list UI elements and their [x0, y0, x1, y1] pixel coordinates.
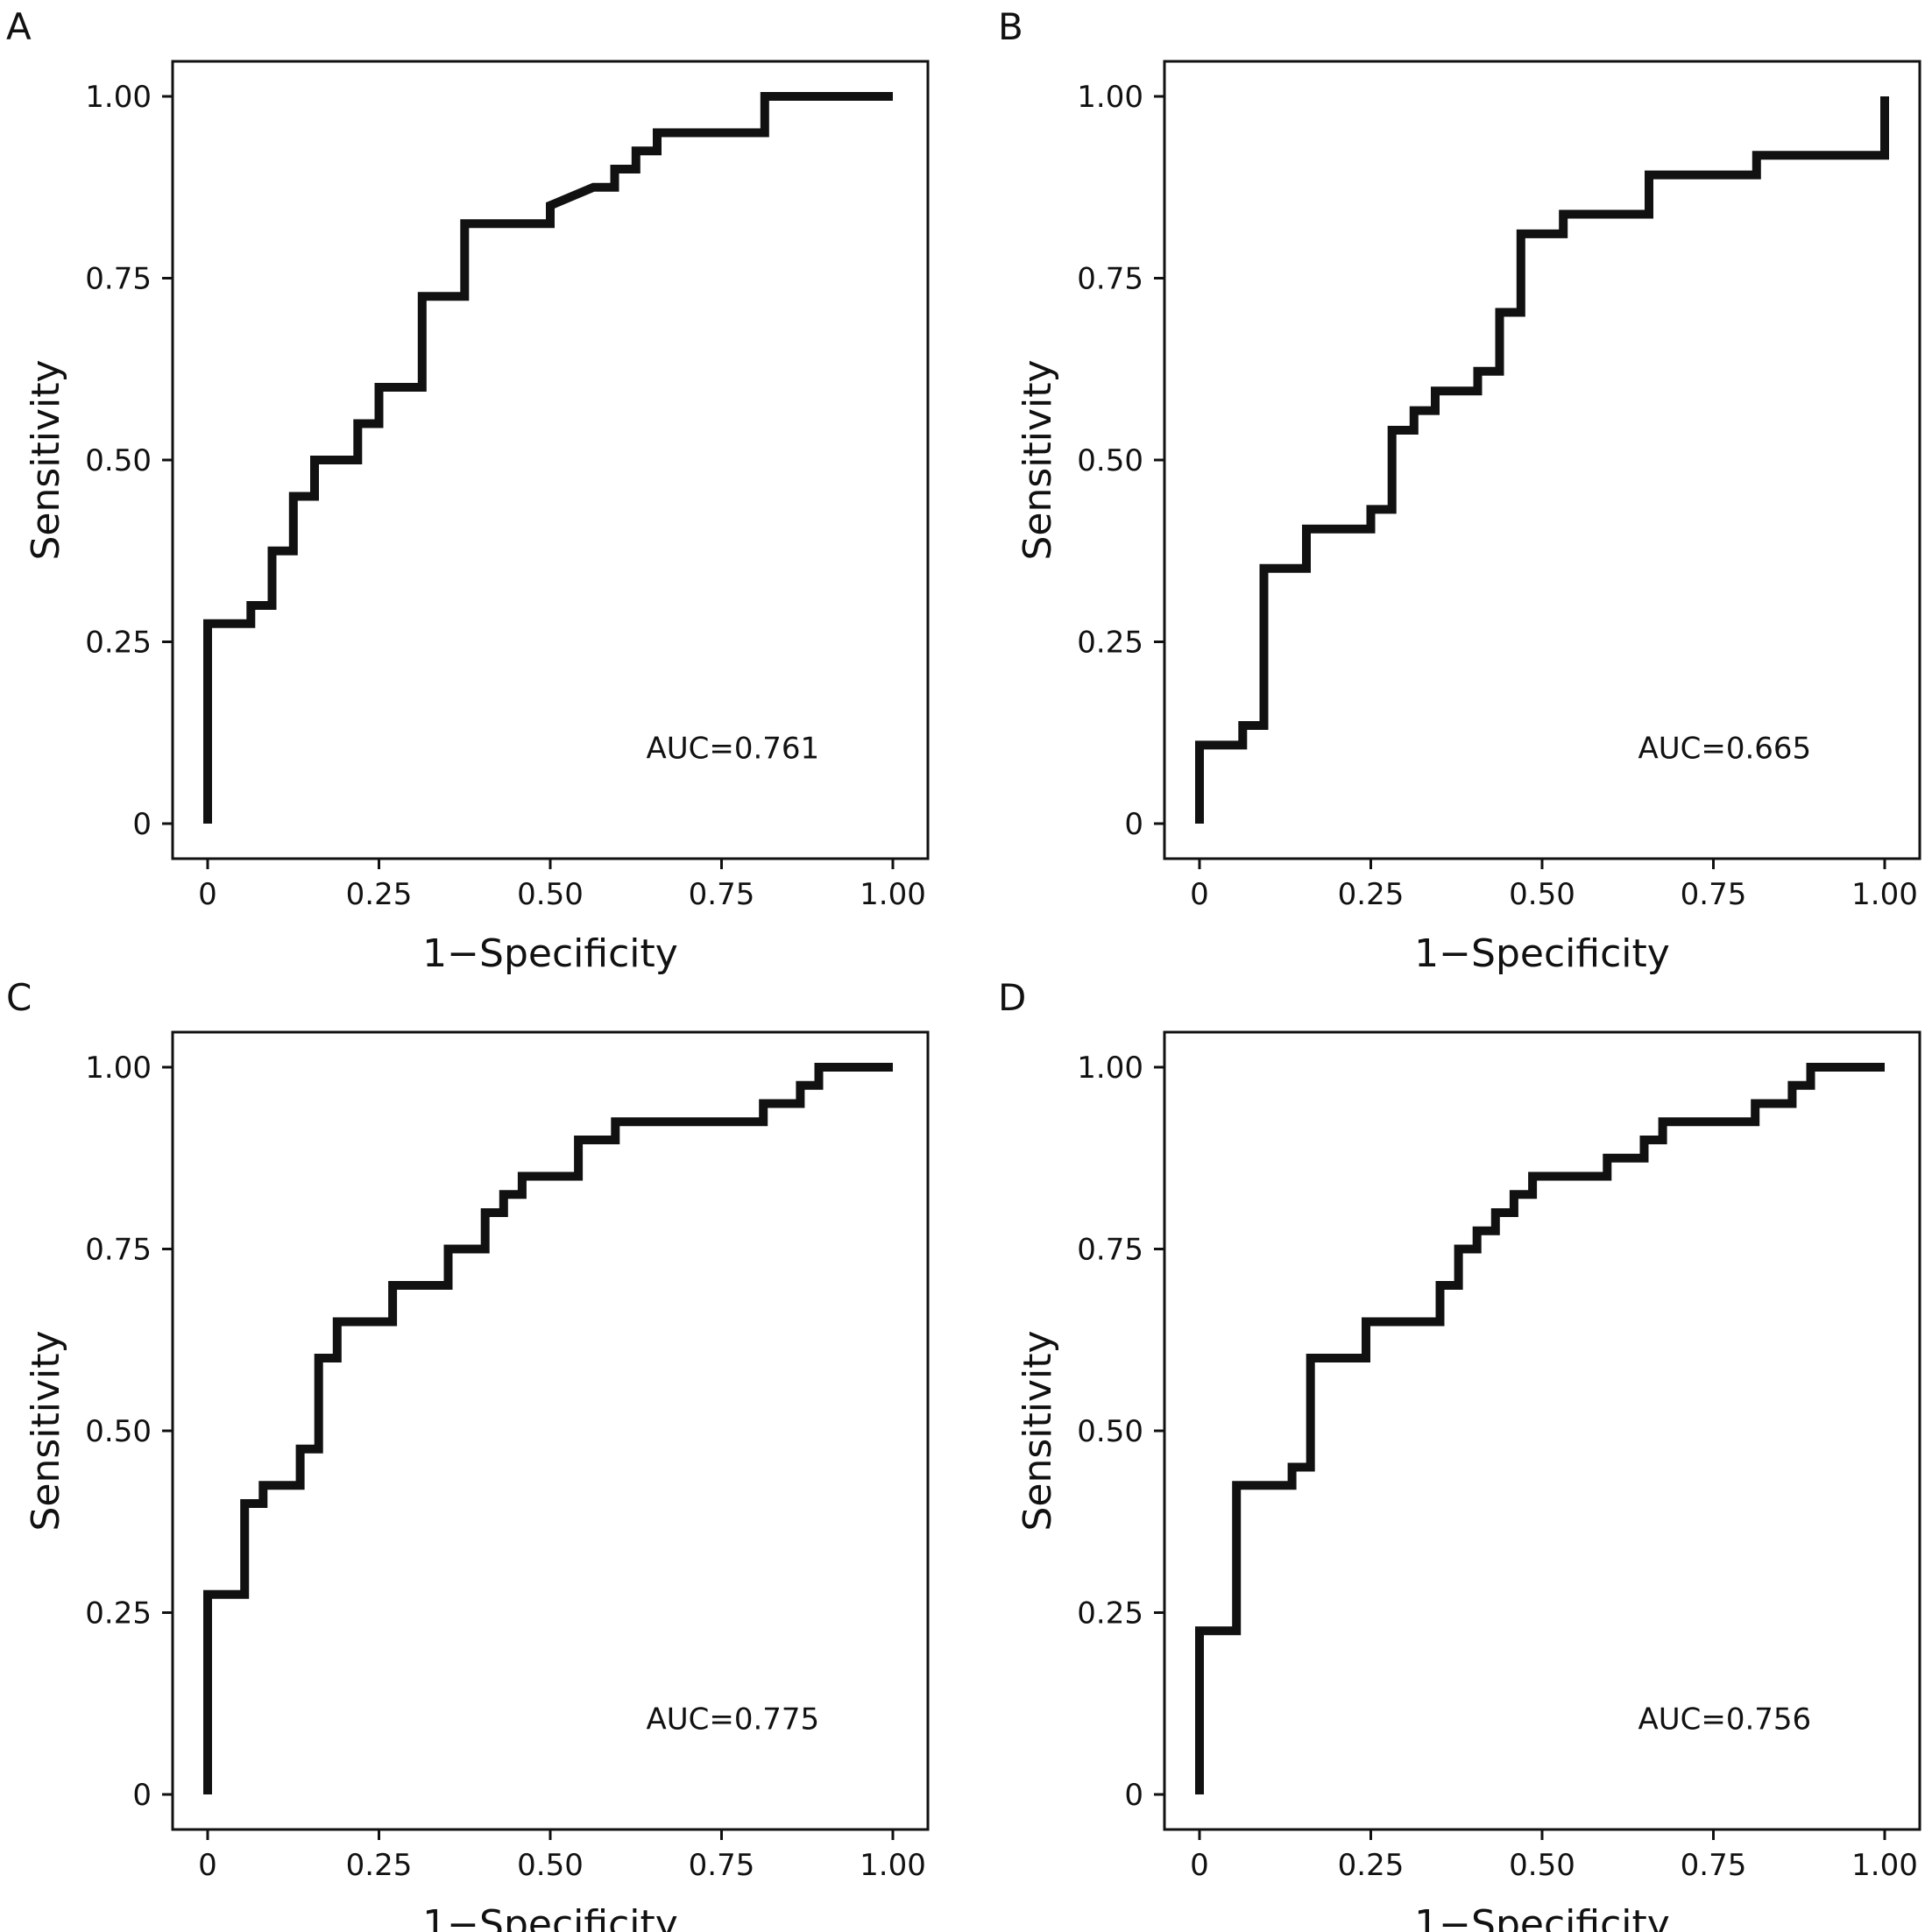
roc-curve: [1195, 1063, 1885, 1794]
x-tick-label: 0.25: [1338, 1848, 1405, 1883]
y-tick-label: 0: [1124, 1778, 1143, 1813]
y-tick-label: 0.50: [85, 443, 152, 478]
x-axis-label: 1−Specificity: [422, 931, 678, 976]
roc-panel-a: A 0 0.25 0.50 0.75 1.00 0 0.25 0.50 0.75 1.00 1−Spe…: [6, 5, 930, 976]
y-tick-label: 0.75: [85, 262, 152, 297]
y-tick-label: 0.50: [85, 1414, 152, 1449]
y-tick-label: 0: [1124, 807, 1143, 842]
y-tick-label: 0.50: [1077, 443, 1143, 478]
auc-annotation: AUC=0.756: [1638, 1702, 1811, 1737]
x-tick-label: 1.00: [860, 877, 926, 912]
x-tick-label: 0.50: [517, 1848, 584, 1883]
y-tick-label: 1.00: [1077, 80, 1143, 115]
x-tick-label: 0.50: [1509, 877, 1575, 912]
auc-annotation: AUC=0.761: [646, 731, 819, 766]
y-tick-label: 0: [132, 1778, 152, 1813]
y-axis-label: Sensitivity: [24, 1330, 68, 1531]
panel-label: D: [998, 976, 1026, 1019]
x-tick-label: 0.50: [517, 877, 584, 912]
x-tick-label: 0: [198, 877, 217, 912]
x-tick-label: 0.25: [346, 1848, 413, 1883]
panel-label: B: [998, 5, 1023, 48]
x-tick-label: 0.25: [346, 877, 413, 912]
roc-panel-b: B 0 0.25 0.50 0.75 1.00 0 0.25 0.50 0.75 1.00 1−Spe…: [998, 5, 1921, 976]
x-tick-label: 0.50: [1509, 1848, 1575, 1883]
y-axis-label: Sensitivity: [1016, 359, 1060, 560]
auc-annotation: AUC=0.665: [1638, 731, 1811, 766]
y-tick-label: 0.50: [1077, 1414, 1143, 1449]
y-tick-label: 0.75: [1077, 1233, 1143, 1268]
x-tick-label: 0.75: [1681, 1848, 1747, 1883]
y-axis-label: Sensitivity: [1016, 1330, 1060, 1531]
x-tick-label: 0.75: [689, 1848, 755, 1883]
auc-annotation: AUC=0.775: [646, 1702, 819, 1737]
y-tick-label: 1.00: [85, 80, 152, 115]
x-axis-label: 1−Specificity: [1414, 931, 1670, 976]
y-tick-label: 0.25: [85, 626, 152, 661]
roc-curve: [1195, 96, 1889, 824]
x-tick-label: 1.00: [860, 1848, 926, 1883]
x-tick-label: 0: [198, 1848, 217, 1883]
roc-panel-c: C 0 0.25 0.50 0.75 1.00 0 0.25 0.50 0.75 1.00 1−Spe…: [6, 976, 930, 1932]
x-tick-label: 1.00: [1851, 1848, 1918, 1883]
y-tick-label: 0.75: [85, 1233, 152, 1268]
roc-panel-d: D 0 0.25 0.50 0.75 1.00 0 0.25 0.50 0.75 1.00 1−Spe…: [998, 976, 1921, 1932]
y-axis-label: Sensitivity: [24, 359, 68, 560]
x-tick-label: 0.75: [689, 877, 755, 912]
x-tick-label: 1.00: [1851, 877, 1918, 912]
y-tick-label: 0.75: [1077, 262, 1143, 297]
y-tick-label: 1.00: [85, 1051, 152, 1086]
y-tick-label: 0: [132, 807, 152, 842]
panel-label: A: [6, 5, 32, 48]
roc-curve: [203, 1063, 893, 1794]
panel-label: C: [6, 976, 32, 1019]
y-tick-label: 0.25: [85, 1596, 152, 1631]
roc-curve: [203, 92, 893, 824]
x-axis-label: 1−Specificity: [422, 1902, 678, 1932]
y-tick-label: 1.00: [1077, 1051, 1143, 1086]
x-tick-label: 0: [1190, 1848, 1209, 1883]
x-tick-label: 0.25: [1338, 877, 1405, 912]
x-tick-label: 0.75: [1681, 877, 1747, 912]
y-tick-label: 0.25: [1077, 626, 1143, 661]
x-axis-label: 1−Specificity: [1414, 1902, 1670, 1932]
y-tick-label: 0.25: [1077, 1596, 1143, 1631]
x-tick-label: 0: [1190, 877, 1209, 912]
